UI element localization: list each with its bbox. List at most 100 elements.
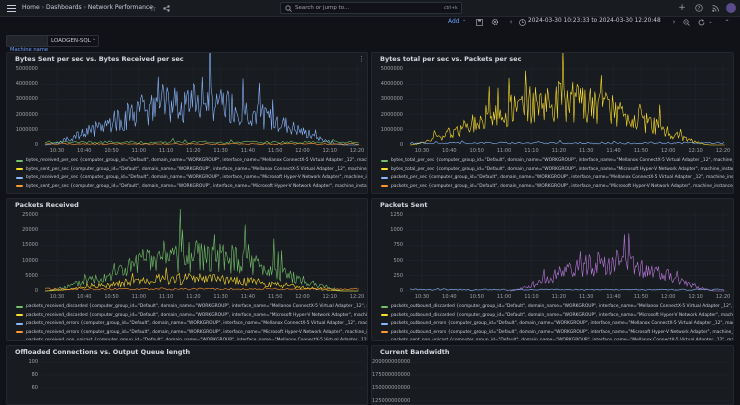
x-tick-label: 11:00 xyxy=(131,294,147,300)
x-tick-label: 11:40 xyxy=(606,294,621,300)
legend-item[interactable]: bytes_sent_per_sec {computer_group_id="D… xyxy=(16,183,367,190)
x-tick-label: 12:10 xyxy=(322,148,337,154)
legend-swatch xyxy=(381,159,388,162)
search-shortcut: ctrl+k xyxy=(444,5,458,11)
y-tick-label: 2000000 xyxy=(15,111,38,118)
legend-item[interactable]: packets_received_errors {computer_group_… xyxy=(16,329,367,336)
legend-item[interactable]: packets_sent_non_unicast {computer_group… xyxy=(381,337,734,341)
time-back-icon[interactable]: ‹ xyxy=(509,18,513,26)
y-tick-label: 1000 xyxy=(390,227,403,234)
refresh-interval-chevron-icon[interactable]: ⌄ xyxy=(708,19,713,25)
breadcrumb-separator-icon: › xyxy=(83,4,88,11)
zoom-out-icon[interactable] xyxy=(681,17,691,27)
machine-name-select[interactable]: LOADGEN-SQL ⌄ xyxy=(47,35,99,47)
x-tick-label: 12:20 xyxy=(715,294,731,300)
legend-swatch xyxy=(381,168,388,171)
x-tick-label: 11:20 xyxy=(186,294,201,300)
x-tick-label: 12:10 xyxy=(688,148,703,154)
x-tick-label: 12:20 xyxy=(349,294,365,300)
x-tick-label: 11:00 xyxy=(131,148,147,154)
legend-item[interactable]: bytes_total_per_sec {computer_group_id="… xyxy=(381,166,733,173)
x-tick-label: 10:40 xyxy=(77,294,92,300)
legend-item[interactable]: packets_outbound_discarded {computer_gro… xyxy=(381,303,734,310)
help-icon[interactable]: ? xyxy=(694,3,704,13)
panel-title: Packets Sent xyxy=(380,201,428,209)
y-tick-label: 125000000000 xyxy=(372,398,411,404)
legend-item[interactable]: packets_per_sec {computer_group_id="Defa… xyxy=(381,183,734,190)
x-tick-label: 11:30 xyxy=(213,294,228,300)
y-tick-label: 150000000000 xyxy=(372,385,411,391)
legend-item[interactable]: packets_received_discarded {computer_gro… xyxy=(16,303,368,310)
x-tick-label: 12:10 xyxy=(322,294,337,300)
y-tick-label: 80 xyxy=(31,372,38,378)
x-tick-label: 11:00 xyxy=(496,294,512,300)
legend-item[interactable]: packets_outbound_errors {computer_group_… xyxy=(381,329,733,336)
legend-swatch xyxy=(381,314,388,317)
legend-item[interactable]: bytes_received_per_sec {computer_group_i… xyxy=(16,157,367,164)
y-tick-label: 1000000 xyxy=(380,126,403,133)
legend-label: packets_per_sec {computer_group_id="Defa… xyxy=(391,183,734,189)
time-forward-icon[interactable]: › xyxy=(672,18,676,26)
legend-item[interactable]: packets_outbound_errors {computer_group_… xyxy=(381,320,734,327)
avatar[interactable] xyxy=(726,3,736,13)
menu-icon[interactable] xyxy=(6,3,17,14)
x-tick-label: 11:40 xyxy=(240,148,256,154)
legend-item[interactable]: packets_received_errors {computer_group_… xyxy=(16,320,367,327)
rss-icon[interactable] xyxy=(710,3,720,13)
chart-svg xyxy=(41,53,363,146)
plus-icon[interactable]: + xyxy=(678,3,686,13)
y-tick-label: 0 xyxy=(34,288,38,294)
y-tick-label: 0 xyxy=(399,288,403,294)
legend-item[interactable]: bytes_received_per_sec {computer_group_i… xyxy=(16,174,368,181)
collapse-icon[interactable]: ⌃ xyxy=(724,18,730,26)
add-button[interactable]: Add ⌄ xyxy=(446,17,468,27)
legend-item[interactable]: packets_received_discarded {computer_gro… xyxy=(16,312,367,319)
time-range-picker[interactable]: 2024-03-30 10:23:33 to 2024-03-30 12:20:… xyxy=(518,17,668,27)
legend-item[interactable]: packets_received_non_unicast {computer_g… xyxy=(16,337,367,340)
series-line xyxy=(44,137,360,145)
search-input[interactable]: Search or jump to... ctrl+k xyxy=(280,2,462,14)
breadcrumb-current: Network Performance xyxy=(87,4,153,11)
variables-bar: Machine name LOADGEN-SQL ⌄ xyxy=(0,33,740,53)
legend-item[interactable]: packets_outbound_discarded {computer_gro… xyxy=(381,312,734,319)
x-tick-label: 11:10 xyxy=(524,294,539,300)
y-tick-label: 100 xyxy=(28,359,38,365)
breadcrumb-dashboards[interactable]: Dashboards xyxy=(45,4,82,11)
breadcrumb-home[interactable]: Home xyxy=(22,4,40,11)
x-tick-label: 11:50 xyxy=(633,148,649,154)
star-icon[interactable]: ☆ xyxy=(149,3,157,13)
time-range-text: 2024-03-30 10:23:33 to 2024-03-30 12:20:… xyxy=(528,18,661,24)
legend-item[interactable]: bytes_total_per_sec {computer_group_id="… xyxy=(381,157,733,164)
panel-title: Packets Received xyxy=(15,201,79,209)
legend-label: bytes_received_per_sec {computer_group_i… xyxy=(26,175,368,181)
legend-label: packets_outbound_discarded {computer_gro… xyxy=(391,304,734,309)
panel-menu-icon[interactable]: ⋮ xyxy=(358,54,365,63)
y-tick-label: 2000000 xyxy=(380,111,403,118)
chart-svg xyxy=(406,361,729,402)
share-icon[interactable] xyxy=(161,3,171,13)
y-tick-label: 20000 xyxy=(22,227,38,234)
legend-swatch xyxy=(16,185,23,188)
chevron-down-icon: ⌄ xyxy=(462,17,467,23)
legend-label: bytes_sent_per_sec {computer_group_id="D… xyxy=(26,166,368,172)
chart-area: 200000000000 175000000000 150000000000 1250… xyxy=(372,346,733,404)
x-tick-label: 10:30 xyxy=(414,294,430,300)
y-tick-label: 60 xyxy=(31,385,38,391)
x-tick-label: 10:40 xyxy=(442,148,457,154)
x-tick-label: 11:40 xyxy=(606,148,621,154)
legend-label: packets_sent_non_unicast {computer_group… xyxy=(391,338,734,341)
refresh-icon[interactable] xyxy=(696,17,706,27)
legend-label: packets_outbound_discarded {computer_gro… xyxy=(391,312,734,318)
x-tick-label: 10:40 xyxy=(442,294,457,300)
legend-item[interactable]: bytes_sent_per_sec {computer_group_id="D… xyxy=(16,166,368,173)
legend-item[interactable]: packets_per_sec {computer_group_id="Defa… xyxy=(381,174,733,181)
legend-label: packets_outbound_errors {computer_group_… xyxy=(391,321,734,327)
gear-icon[interactable] xyxy=(490,17,500,27)
legend-swatch xyxy=(16,331,23,334)
save-icon[interactable] xyxy=(474,17,484,27)
x-tick-label: 12:20 xyxy=(349,148,365,154)
legend-label: packets_received_discarded {computer_gro… xyxy=(26,304,368,309)
x-tick-label: 10:30 xyxy=(49,294,65,300)
series-line xyxy=(409,287,725,291)
x-tick-label: 11:10 xyxy=(158,148,174,154)
